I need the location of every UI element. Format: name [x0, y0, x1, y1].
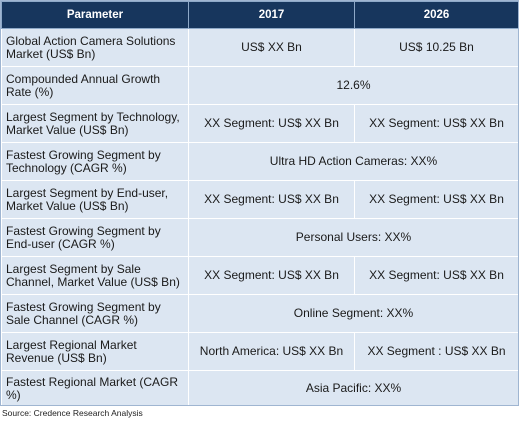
header-2026: 2026 — [354, 1, 519, 29]
row-value-combined: 12.6% — [188, 66, 519, 105]
table-row: Fastest Growing Segment by Sale Channel … — [1, 294, 519, 333]
row-parameter: Fastest Growing Segment by Technology (C… — [1, 142, 189, 181]
row-parameter: Largest Segment by Sale Channel, Market … — [1, 256, 189, 295]
table-row: Fastest Regional Market (CAGR %) Asia Pa… — [1, 370, 519, 407]
row-parameter: Fastest Growing Segment by Sale Channel … — [1, 294, 189, 333]
row-parameter: Largest Regional Market Revenue (US$ Bn) — [1, 332, 189, 371]
row-value-2026: XX Segment : US$ XX Bn — [354, 332, 519, 371]
table-row: Largest Segment by End-user, Market Valu… — [1, 180, 519, 219]
table-row: Fastest Growing Segment by Technology (C… — [1, 142, 519, 181]
market-summary-table: Parameter 2017 2026 Global Action Camera… — [1, 1, 519, 407]
row-value-combined: Asia Pacific: XX% — [188, 370, 519, 407]
table-row: Largest Segment by Sale Channel, Market … — [1, 256, 519, 295]
row-value-2026: US$ 10.25 Bn — [354, 28, 519, 67]
row-value-combined: Personal Users: XX% — [188, 218, 519, 257]
row-value-2017: XX Segment: US$ XX Bn — [188, 104, 355, 143]
row-parameter: Fastest Regional Market (CAGR %) — [1, 370, 189, 407]
table-row: Largest Regional Market Revenue (US$ Bn)… — [1, 332, 519, 371]
row-value-combined: Online Segment: XX% — [188, 294, 519, 333]
table-header-row: Parameter 2017 2026 — [1, 1, 519, 29]
row-value-2017: XX Segment: US$ XX Bn — [188, 256, 355, 295]
row-parameter: Largest Segment by End-user, Market Valu… — [1, 180, 189, 219]
row-parameter: Largest Segment by Technology, Market Va… — [1, 104, 189, 143]
table-row: Compounded Annual Growth Rate (%) 12.6% — [1, 66, 519, 105]
table-row: Fastest Growing Segment by End-user (CAG… — [1, 218, 519, 257]
row-parameter: Fastest Growing Segment by End-user (CAG… — [1, 218, 189, 257]
row-value-2026: XX Segment: US$ XX Bn — [354, 180, 519, 219]
header-2017: 2017 — [188, 1, 355, 29]
source-note: Source: Credence Research Analysis — [2, 408, 143, 418]
table-row: Global Action Camera Solutions Market (U… — [1, 28, 519, 67]
table-row: Largest Segment by Technology, Market Va… — [1, 104, 519, 143]
row-value-2017: US$ XX Bn — [188, 28, 355, 67]
row-parameter: Compounded Annual Growth Rate (%) — [1, 66, 189, 105]
header-parameter: Parameter — [1, 1, 189, 29]
row-value-2026: XX Segment: US$ XX Bn — [354, 256, 519, 295]
row-value-2026: XX Segment: US$ XX Bn — [354, 104, 519, 143]
row-value-2017: North America: US$ XX Bn — [188, 332, 355, 371]
row-parameter: Global Action Camera Solutions Market (U… — [1, 28, 189, 67]
row-value-2017: XX Segment: US$ XX Bn — [188, 180, 355, 219]
row-value-combined: Ultra HD Action Cameras: XX% — [188, 142, 519, 181]
